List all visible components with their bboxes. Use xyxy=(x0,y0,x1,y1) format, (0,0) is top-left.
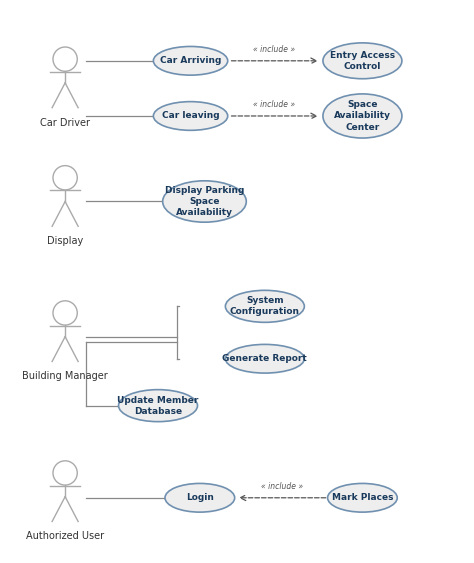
Ellipse shape xyxy=(226,345,304,373)
Text: Space
Availability
Center: Space Availability Center xyxy=(334,100,391,132)
Ellipse shape xyxy=(154,102,228,130)
Text: Update Member
Database: Update Member Database xyxy=(118,396,199,415)
Text: Generate Report: Generate Report xyxy=(222,354,307,363)
Ellipse shape xyxy=(163,181,246,222)
Text: Mark Places: Mark Places xyxy=(332,493,393,502)
Text: Entry Access
Control: Entry Access Control xyxy=(330,51,395,71)
Text: Display: Display xyxy=(47,236,83,246)
Text: Login: Login xyxy=(186,493,214,502)
Text: Authorized User: Authorized User xyxy=(26,531,104,542)
Ellipse shape xyxy=(323,43,402,79)
Ellipse shape xyxy=(226,291,304,323)
Ellipse shape xyxy=(165,484,235,512)
Text: « include »: « include » xyxy=(261,482,303,491)
Text: Building Manager: Building Manager xyxy=(22,372,108,382)
Text: Car Arriving: Car Arriving xyxy=(160,56,221,65)
Ellipse shape xyxy=(118,390,198,422)
Text: « include »: « include » xyxy=(253,45,295,54)
Text: Car leaving: Car leaving xyxy=(162,111,219,120)
Text: System
Configuration: System Configuration xyxy=(230,296,300,316)
Ellipse shape xyxy=(323,94,402,138)
Text: « include »: « include » xyxy=(253,100,295,109)
Ellipse shape xyxy=(328,484,397,512)
Text: Display Parking
Space
Availability: Display Parking Space Availability xyxy=(165,186,244,217)
Text: Car Driver: Car Driver xyxy=(40,118,90,128)
Ellipse shape xyxy=(154,47,228,75)
